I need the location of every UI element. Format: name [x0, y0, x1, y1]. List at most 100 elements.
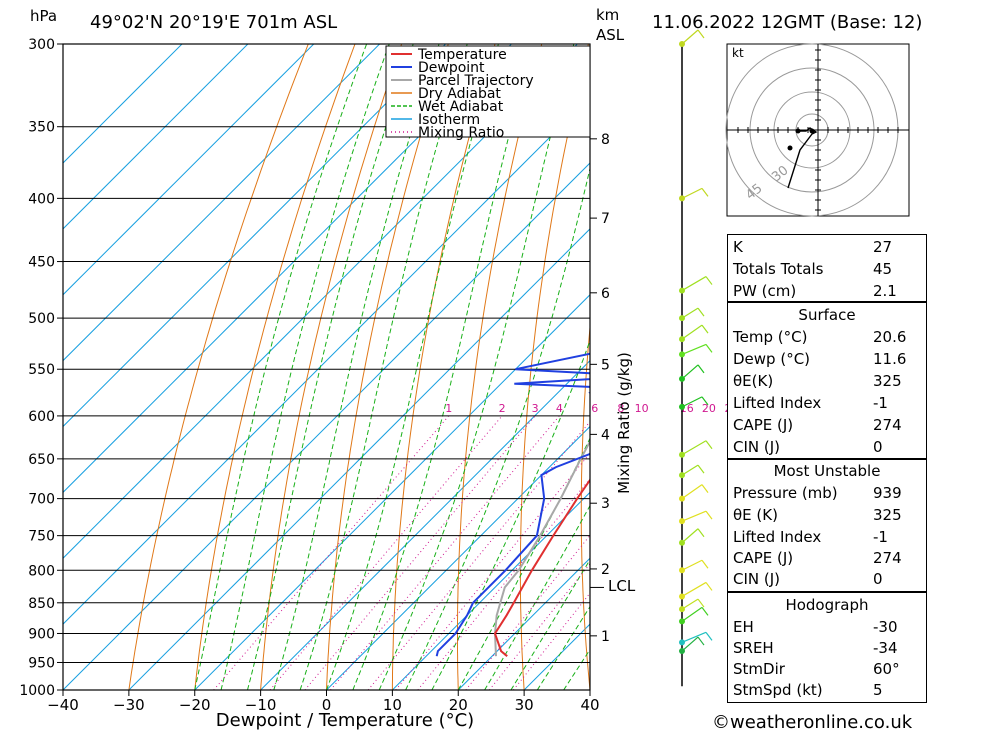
eh-value: -30: [873, 618, 898, 636]
isotherm-line: [326, 425, 590, 690]
wind-barb-shaft: [681, 396, 703, 408]
wet-adiabat-line: [247, 44, 414, 690]
wind-barb-flag: [705, 510, 713, 520]
pressure-tick-label: 900: [28, 626, 55, 642]
mu-cin-label: CIN (J): [733, 570, 781, 588]
surface-temp-value: 20.6: [873, 328, 907, 346]
mu-li-label: Lifted Index: [733, 528, 822, 546]
sreh-label: SREH: [733, 639, 774, 657]
dry-adiabat-line: [697, 44, 728, 690]
wind-barb-flag: [697, 307, 705, 317]
temperature-tick-label: 10: [383, 696, 402, 714]
surface-thetae-value: 325: [873, 372, 902, 390]
stmdir-value: 60°: [873, 660, 900, 678]
temperature-tick-label: −40: [47, 696, 79, 714]
wind-barb-shaft: [681, 307, 699, 319]
wet-adiabat-line: [299, 44, 468, 690]
temperature-line: [493, 478, 590, 657]
wet-adiabat-line: [457, 437, 590, 690]
mixing-ratio-label: 3: [532, 402, 539, 415]
isotherm-line: [63, 44, 512, 494]
pressure-tick-label: 600: [28, 409, 55, 425]
surface-cin-label: CIN (J): [733, 438, 781, 456]
pressure-tick-label: 350: [28, 120, 55, 136]
surface-cape-value: 274: [873, 416, 902, 434]
temperature-tick-label: −10: [245, 696, 277, 714]
wind-barb-flag: [697, 636, 705, 646]
mu-pressure-label: Pressure (mb): [733, 484, 838, 502]
km-tick-label: 1: [601, 629, 610, 645]
indices-panel: K 27 Totals Totals 45 PW (cm) 2.1: [727, 234, 927, 302]
totals-totals-value: 45: [873, 260, 893, 278]
km-tick-label: 3: [601, 496, 610, 512]
pressure-tick-label: 700: [28, 492, 55, 508]
wind-barb-flag: [705, 582, 713, 591]
hodograph-unit-label: kt: [732, 46, 744, 60]
legend-wet-adiabat: Wet Adiabat: [418, 99, 504, 115]
hodograph-table-header: Hodograph: [785, 596, 869, 614]
isotherm-line: [457, 557, 590, 690]
wind-barb-flag: [697, 364, 705, 374]
totals-totals-label: Totals Totals: [733, 260, 824, 278]
wind-barb-shaft: [681, 581, 707, 597]
wind-barb-shaft: [681, 343, 707, 355]
mixing-ratio-line: [330, 415, 560, 690]
mixing-ratio-line: [395, 452, 590, 690]
surface-dewp-value: 11.6: [873, 350, 907, 368]
mixing-ratio-line: [367, 420, 590, 690]
hodograph-table-panel: Hodograph EH -30 SREH -34 StmDir 60° StmSpd…: [727, 592, 927, 703]
legend-dewpoint: Dewpoint: [418, 60, 485, 76]
wind-barb-flag: [701, 559, 709, 569]
km-tick-label: 8: [601, 132, 610, 148]
legend-temperature: Temperature: [417, 47, 507, 63]
wind-barb-flag: [697, 598, 705, 608]
wind-barb-shaft: [681, 464, 699, 476]
isotherm-line: [63, 44, 315, 296]
plot-frame: [62, 43, 591, 691]
mixing-ratio-line: [213, 415, 450, 690]
surface-temp-label: Temp (°C): [733, 328, 808, 346]
pressure-tick-label: 850: [28, 596, 55, 612]
mixing-ratio-line: [465, 534, 590, 690]
copyright: ©weatheronline.co.uk: [712, 712, 913, 733]
wind-barb-flag: [701, 396, 709, 406]
wind-barb-shaft: [681, 187, 703, 199]
datetime-title: 11.06.2022 12GMT (Base: 12): [652, 12, 922, 33]
stmdir-label: StmDir: [733, 660, 785, 678]
location-title: 49°02'N 20°19'E 701m ASL: [90, 12, 337, 33]
stmspd-value: 5: [873, 681, 883, 699]
mixing-ratio-label: 20: [702, 402, 716, 415]
wind-barb-flag: [697, 464, 705, 474]
temperature-tick-label: −30: [113, 696, 145, 714]
wet-adiabat-line: [220, 44, 390, 690]
temperature-tick-label: 20: [449, 696, 468, 714]
surface-cin-value: 0: [873, 438, 883, 456]
isotherm-line: [392, 491, 590, 690]
wet-adiabat-line: [194, 44, 368, 690]
hpa-label: hPa: [30, 7, 57, 25]
pressure-tick-label: 550: [28, 362, 55, 378]
wind-barb-shaft: [681, 364, 699, 380]
wind-barb-shaft: [681, 559, 703, 571]
hodograph: kt 30 45: [725, 43, 910, 217]
most-unstable-header: Most Unstable: [773, 462, 881, 480]
wind-barb-shaft: [681, 606, 703, 622]
wind-barb-flag: [701, 324, 709, 334]
pressure-tick-label: 450: [28, 255, 55, 271]
isotherm-line: [63, 44, 380, 362]
stmspd-label: StmSpd (kt): [733, 681, 823, 699]
isotherm-line: [63, 44, 183, 164]
hodograph-trace: [787, 127, 818, 189]
mixing-ratio-label: 1: [445, 402, 452, 415]
surface-li-value: -1: [873, 394, 888, 412]
surface-dewp-label: Dewp (°C): [733, 350, 811, 368]
pressure-tick-label: 400: [28, 191, 55, 207]
lcl-label: LCL: [608, 577, 636, 595]
wind-barb-shaft: [681, 324, 703, 340]
wind-barb-shaft: [681, 598, 699, 610]
pw-value: 2.1: [873, 282, 897, 300]
parcel-trajectory-line: [493, 439, 590, 657]
legend: Temperature Dewpoint Parcel Trajectory D…: [385, 45, 591, 141]
pressure-tick-label: 950: [28, 655, 55, 671]
mu-cape-value: 274: [873, 549, 902, 567]
